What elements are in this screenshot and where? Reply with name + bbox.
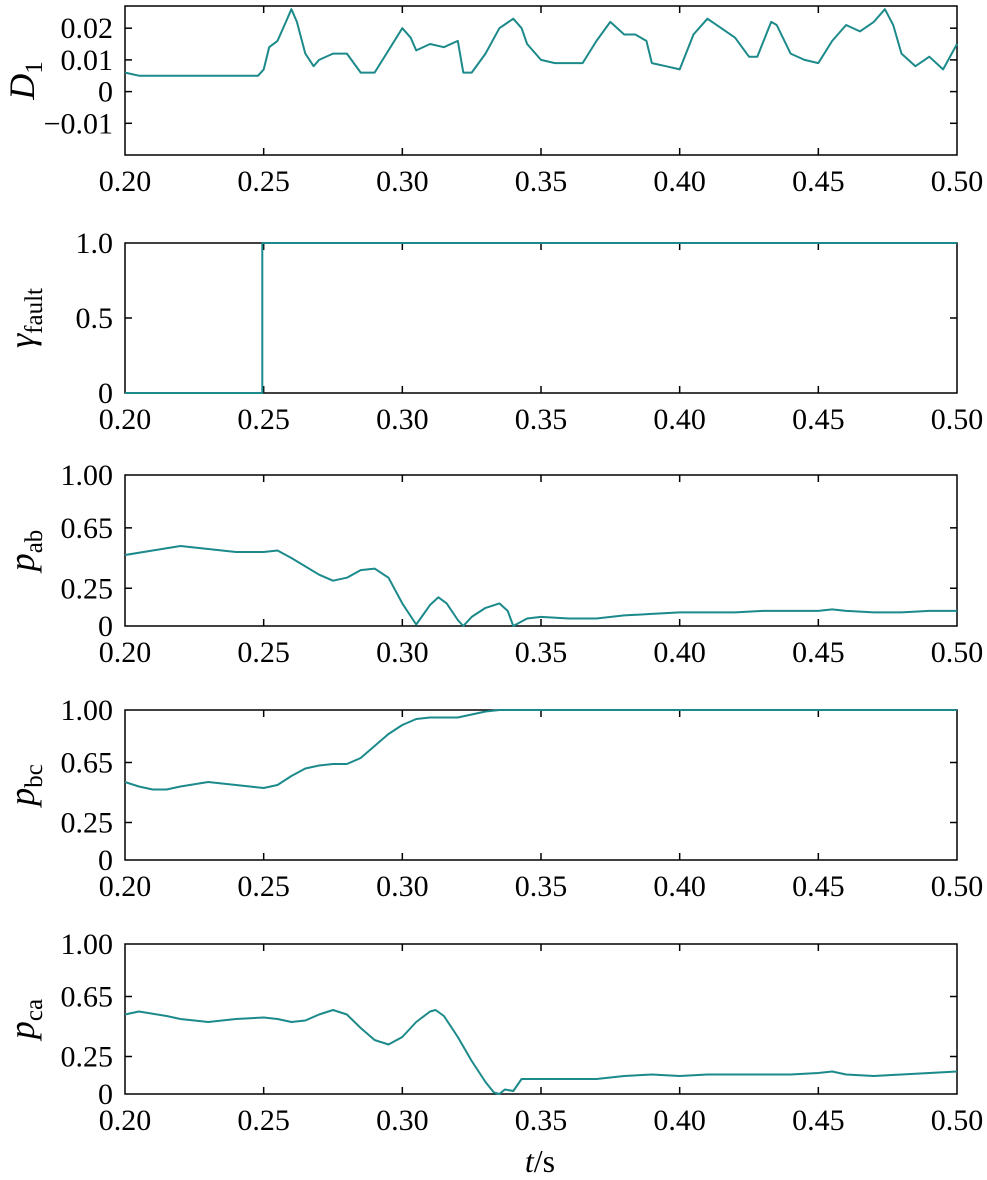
y-axis-label: γfault xyxy=(2,288,48,348)
x-tick-label: 0.35 xyxy=(515,1104,568,1137)
y-tick-label: 0.25 xyxy=(61,807,114,840)
x-tick-label: 0.50 xyxy=(931,870,984,903)
y-tick-label: 0.65 xyxy=(61,747,114,780)
x-tick-label: 0.35 xyxy=(515,165,568,198)
x-tick-label: 0.50 xyxy=(931,636,984,669)
x-tick-label: 0.20 xyxy=(99,403,152,436)
x-tick-label: 0.50 xyxy=(931,165,984,198)
panel-D1: 0.20 0.25 0.30 0.35 0.40 0.45 0.50 0.020.010−0.… xyxy=(2,5,984,198)
x-tick-label: 0.40 xyxy=(653,636,706,669)
x-tick-label: 0.25 xyxy=(237,1104,290,1137)
y-axis-label: pca xyxy=(2,999,48,1042)
y-tick-label: 1.00 xyxy=(61,459,114,492)
x-tick-label: 0.40 xyxy=(653,870,706,903)
series-line-p_bc xyxy=(124,709,957,791)
series-line-p_ab xyxy=(124,545,957,627)
y-tick-label: 0.25 xyxy=(61,1041,114,1074)
y-tick-label: 0.25 xyxy=(61,572,114,605)
series-line-gamma_fault xyxy=(125,242,957,394)
y-tick-label: 0.65 xyxy=(61,981,114,1014)
x-tick-label: 0.30 xyxy=(376,1104,429,1137)
x-tick-label: 0.45 xyxy=(792,1104,845,1137)
x-tick-label: 0.30 xyxy=(376,870,429,903)
x-tick-label: 0.25 xyxy=(237,403,290,436)
y-tick-label: 1.00 xyxy=(61,694,114,727)
y-tick-label: 1.00 xyxy=(61,928,114,961)
x-tick-label: 0.30 xyxy=(376,636,429,669)
y-tick-label: 0.65 xyxy=(61,512,114,545)
x-tick-label: 0.20 xyxy=(99,1104,152,1137)
panel-p_bc: 0.20 0.25 0.30 0.35 0.40 0.45 0.50 1.00 0.65 0.25… xyxy=(2,694,983,903)
y-tick-label: 0.5 xyxy=(76,302,114,335)
panel-p_ab: 0.20 0.25 0.30 0.35 0.40 0.45 0.50 1.00 0.65 0.25… xyxy=(2,459,983,669)
y-tick-label: 0 xyxy=(98,610,113,643)
x-tick-label: 0.45 xyxy=(792,403,845,436)
y-tick-label: 0 xyxy=(98,76,113,109)
x-tick-label: 0.25 xyxy=(237,870,290,903)
x-tick-label: 0.20 xyxy=(99,165,152,198)
series-line-D1 xyxy=(124,8,958,77)
y-tick-label: 0.02 xyxy=(61,12,114,45)
y-tick-label: 0 xyxy=(98,377,113,410)
x-axis-label: t/s xyxy=(525,1143,555,1179)
panel-gamma_fault: 0.20 0.25 0.30 0.35 0.40 0.45 0.501.00.50γfaul… xyxy=(2,227,983,436)
x-tick-label: 0.50 xyxy=(931,1104,984,1137)
x-tick-label: 0.35 xyxy=(515,403,568,436)
y-axis-label: pab xyxy=(2,530,48,575)
x-tick-label: 0.35 xyxy=(515,636,568,669)
plot-frame xyxy=(124,5,958,156)
x-tick-label: 0.25 xyxy=(237,165,290,198)
x-tick-label: 0.40 xyxy=(653,403,706,436)
plot-frame xyxy=(124,474,958,627)
plot-frame xyxy=(124,242,958,394)
y-axis-label: pbc xyxy=(2,764,48,809)
x-tick-label: 0.45 xyxy=(792,870,845,903)
y-tick-label: 0 xyxy=(98,844,113,877)
y-tick-label: −0.01 xyxy=(44,107,113,140)
x-tick-label: 0.50 xyxy=(931,403,984,436)
plot-frame xyxy=(124,709,958,861)
x-tick-label: 0.20 xyxy=(99,870,152,903)
panel-p_ca: 0.20 0.25 0.30 0.35 0.40 0.45 0.50 1.00 0.65 0.25… xyxy=(2,928,983,1137)
x-tick-label: 0.45 xyxy=(792,165,845,198)
y-tick-label: 1.0 xyxy=(76,227,114,260)
y-tick-label: 0.01 xyxy=(61,44,114,77)
x-tick-label: 0.40 xyxy=(653,1104,706,1137)
x-tick-label: 0.40 xyxy=(653,165,706,198)
x-tick-label: 0.45 xyxy=(792,636,845,669)
x-tick-label: 0.25 xyxy=(237,636,290,669)
x-tick-label: 0.30 xyxy=(376,165,429,198)
x-tick-label: 0.35 xyxy=(515,870,568,903)
series-line-p_ca xyxy=(124,1009,958,1095)
x-tick-label: 0.20 xyxy=(99,636,152,669)
y-tick-label: 0 xyxy=(98,1078,113,1111)
y-axis-label: D1 xyxy=(2,61,48,101)
x-tick-label: 0.30 xyxy=(376,403,429,436)
